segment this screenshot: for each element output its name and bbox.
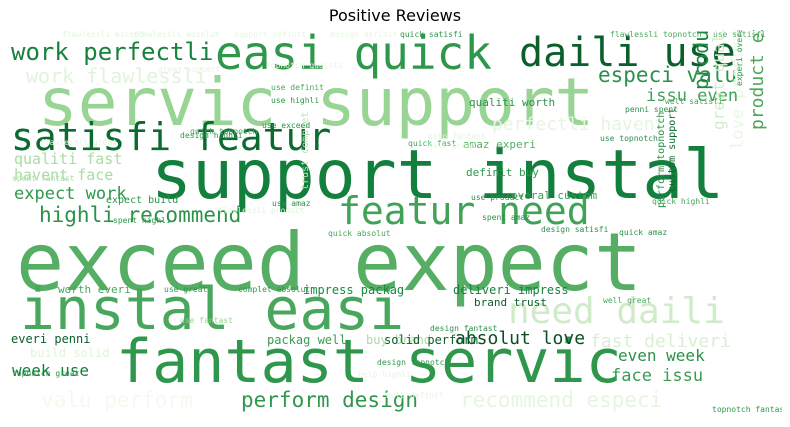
word-3: fantast servic	[116, 327, 622, 397]
word-71: penni spent	[625, 105, 678, 114]
word-9: need daili	[508, 291, 725, 332]
word-26: great qualiti	[709, 30, 728, 130]
word-1: support instal	[151, 136, 725, 215]
word-47: expect build	[106, 195, 179, 206]
word-19: absolut love	[455, 328, 586, 349]
word-69: spent highli	[113, 216, 171, 225]
word-40: worth everi	[58, 283, 131, 296]
word-77: flawlessli absolut	[133, 30, 220, 39]
word-75: flawlessli topnotch	[610, 30, 702, 39]
word-70: spent fantast	[12, 174, 75, 183]
word-20: fast deliveri	[590, 331, 731, 352]
word-45: definit buy	[466, 166, 539, 179]
word-16: product work	[689, 30, 713, 90]
word-72: experi overal	[735, 30, 744, 86]
word-59: quick highli	[652, 197, 710, 206]
word-74: flawlessli great	[40, 138, 118, 147]
word-28: week use	[12, 361, 90, 380]
word-36: solid perform	[384, 333, 478, 347]
word-66: design fantast	[430, 324, 498, 333]
word-79: topnotch great	[12, 369, 80, 378]
word-73: flawlessli product	[218, 206, 305, 215]
word-37: everi penni	[11, 332, 91, 346]
word-48: use amaz	[272, 199, 311, 208]
chart-title: Positive Reviews	[328, 6, 462, 25]
word-6: daili use	[519, 30, 736, 76]
word-5: easi quick	[215, 30, 492, 80]
word-53: use topnotch	[600, 134, 658, 143]
word-81: well great	[603, 296, 652, 305]
word-51: use fantast	[180, 316, 233, 325]
word-64: design satisfi	[541, 225, 609, 234]
word-43: qualiti worth	[469, 96, 556, 109]
word-29: qualiti fast	[14, 150, 123, 168]
word-15: valu perform	[41, 388, 193, 412]
word-39: brand trust	[474, 296, 547, 309]
word-25: face issu	[611, 366, 704, 386]
word-62: quick topnotch	[190, 127, 258, 136]
word-4: instal easi	[20, 275, 405, 343]
word-68: spent amaz	[482, 213, 531, 222]
word-76: flawlessli exceed	[62, 30, 144, 39]
word-21: perfectli havent	[492, 114, 666, 135]
word-65: design topnotch	[377, 358, 450, 367]
word-80: topnotch fantast	[712, 405, 782, 414]
word-30: havent face	[14, 166, 114, 184]
word-86: help highli	[358, 370, 411, 379]
word-18: product exceed	[747, 30, 768, 130]
word-cloud-canvas: exceed expect support instal servic suppor…	[8, 30, 782, 420]
word-12: highli recommend	[39, 203, 242, 227]
word-61: quick fast	[408, 139, 457, 148]
word-7: satisfi featur	[11, 115, 332, 159]
word-33: deliveri impress	[453, 283, 569, 297]
word-57: quick satisfi	[400, 30, 463, 39]
word-88: great support	[158, 65, 221, 74]
word-10: work perfectli	[11, 38, 214, 66]
word-32: impress packag	[303, 283, 405, 297]
word-54: use highli	[271, 96, 320, 105]
word-17: work flawlessli	[26, 64, 207, 88]
word-27: even week	[618, 346, 705, 365]
word-46: amaz experi	[463, 138, 536, 151]
word-24: expect work	[14, 184, 127, 204]
word-84: help fantast	[428, 132, 486, 141]
word-42: custom support	[667, 107, 678, 192]
word-49: use product	[471, 193, 524, 202]
word-41: perform topnotch	[656, 111, 667, 208]
word-34: packag well	[267, 333, 347, 347]
word-85: help great	[428, 141, 477, 150]
word-35: buy brand	[366, 333, 432, 347]
word-56: use satisfi	[713, 30, 766, 39]
word-2: servic support	[38, 64, 595, 141]
word-50: use great	[164, 285, 208, 294]
word-8: featur need	[338, 189, 590, 233]
word-38: build solid	[30, 346, 110, 360]
word-55: use definit	[271, 83, 324, 92]
word-83: help definit	[386, 391, 444, 400]
word-67: design definit	[330, 30, 398, 39]
word-13: perform design	[241, 388, 419, 412]
word-58: quick amaz	[619, 228, 668, 237]
word-14: recommend especi	[460, 388, 663, 412]
word-89: support definit	[234, 30, 307, 39]
word-0: exceed expect	[16, 216, 643, 309]
word-44: overal custom	[511, 189, 598, 202]
word-78: complet absolut	[238, 285, 311, 294]
word-23: issu even	[646, 86, 739, 106]
word-11: especi valu	[598, 63, 738, 87]
word-52: use exceed	[262, 121, 311, 130]
word-63: design highli	[180, 131, 243, 140]
word-60: quick absolut	[328, 229, 391, 238]
word-87: topnotch qualiti	[266, 61, 344, 70]
word-82: well satisfi	[665, 97, 723, 106]
